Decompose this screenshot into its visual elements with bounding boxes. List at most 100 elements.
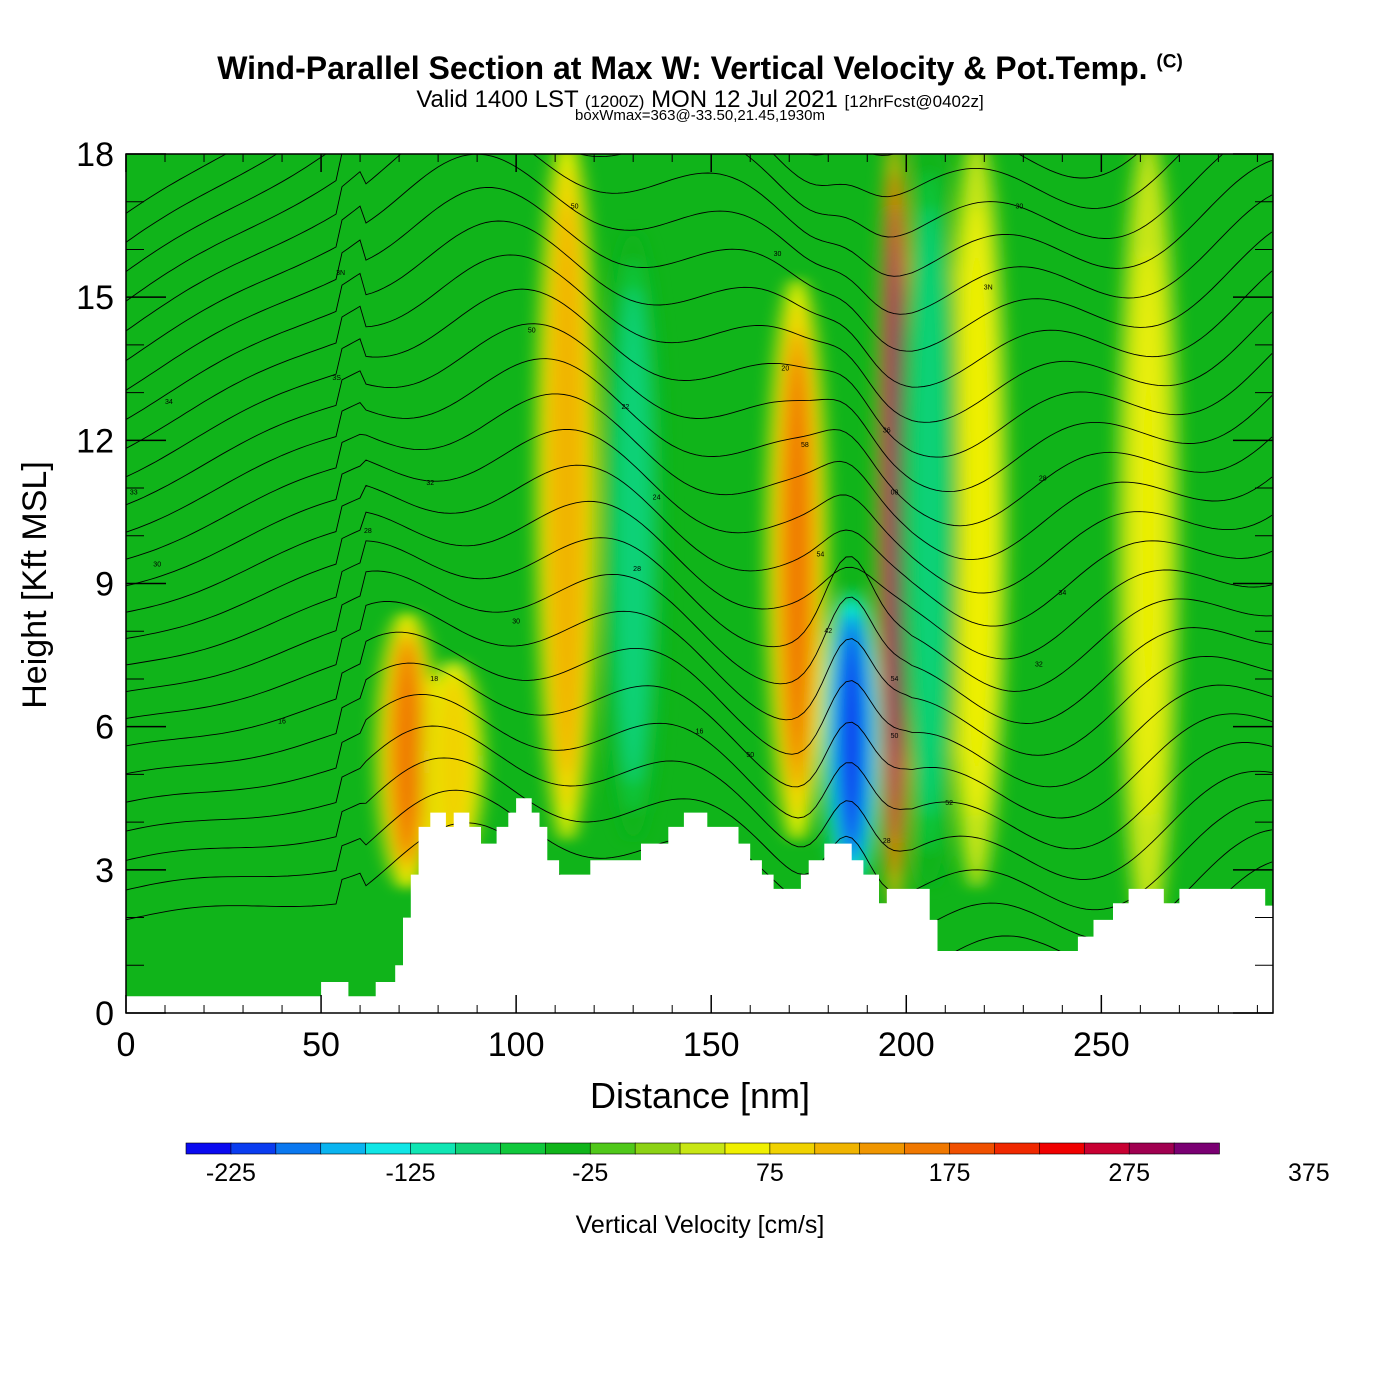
chart-title: Wind-Parallel Section at Max W: Vertical… xyxy=(0,50,1400,87)
downdraft-band xyxy=(917,241,942,783)
theta-contour-line xyxy=(126,154,1273,332)
valid-time-line: Valid 1400 LST (1200Z) MON 12 Jul 2021 [… xyxy=(0,86,1400,114)
colorbar-swatch xyxy=(455,1142,502,1155)
x-tick-label: 150 xyxy=(683,1026,740,1064)
contour-label: 36 xyxy=(883,428,891,435)
theta-contour-line xyxy=(126,220,1273,420)
contour-label: 32 xyxy=(426,480,434,487)
colorbar-tick-label: 275 xyxy=(1108,1159,1150,1187)
updraft-band xyxy=(441,683,466,841)
contour-label: 34 xyxy=(165,399,173,406)
theta-contour-line xyxy=(126,537,1273,692)
contour-label: 08 xyxy=(891,490,899,497)
contour-label: 50 xyxy=(746,752,754,759)
contour-label: 50 xyxy=(891,733,899,740)
box-wmax-line: boxWmax=363@-33.50,21.45,1930m xyxy=(575,107,825,124)
contour-label: 30 xyxy=(774,251,782,258)
theta-contour-line xyxy=(126,693,1273,850)
terrain-mask xyxy=(126,798,1273,1013)
colorbar-swatch xyxy=(814,1142,861,1155)
colorbar-swatch xyxy=(1083,1142,1130,1155)
contour-label: 20 xyxy=(781,366,789,373)
x-tick-label: 200 xyxy=(878,1026,935,1064)
colorbar-swatch xyxy=(589,1142,636,1155)
contour-label: 50 xyxy=(528,327,536,334)
y-tick-label: 15 xyxy=(76,279,114,317)
colorbar-tick-label: 375 xyxy=(1288,1159,1330,1187)
colorbar-tick-label: 75 xyxy=(756,1159,784,1187)
colorbar-swatch xyxy=(949,1142,996,1155)
contour-label: 33 xyxy=(130,490,138,497)
terrain-fill xyxy=(126,798,1273,1013)
theta-contour-line xyxy=(126,631,1273,788)
colorbar-swatch xyxy=(904,1142,951,1155)
colorbar-title: Vertical Velocity [cm/s] xyxy=(576,1211,825,1239)
colorbar-tick-label: -125 xyxy=(386,1159,436,1187)
x-tick-label: 50 xyxy=(302,1026,340,1064)
colorbar-swatch xyxy=(1039,1142,1086,1155)
theta-contour-line xyxy=(126,154,1273,361)
contour-label: 32 xyxy=(1035,661,1043,668)
x-tick-label: 250 xyxy=(1073,1026,1130,1064)
colorbar: -225 -125 -25 75 175 275 375 xyxy=(185,1142,1330,1187)
y-tick-label: 9 xyxy=(95,566,114,604)
colorbar-swatch xyxy=(230,1142,277,1155)
theta-contour-line xyxy=(126,154,1224,302)
valid-date: MON 12 Jul 2021 xyxy=(651,86,838,113)
theta-contour-line xyxy=(126,186,1273,391)
contour-label: 50 xyxy=(571,203,579,210)
chart-title-text: Wind-Parallel Section at Max W: Vertical… xyxy=(217,50,1148,86)
contour-label: 16 xyxy=(696,728,704,735)
colorbar-swatch xyxy=(500,1142,547,1155)
y-tick-label: 18 xyxy=(76,136,114,174)
colorbar-swatch xyxy=(994,1142,1041,1155)
downdraft-band xyxy=(621,315,646,757)
updraft-band xyxy=(887,244,902,803)
contour-label: 3N xyxy=(984,284,993,291)
theta-contour-line xyxy=(126,254,1273,449)
contour-label: 18 xyxy=(430,676,438,683)
colorbar-tick-label: 175 xyxy=(929,1159,971,1187)
contour-label: 42 xyxy=(824,628,832,635)
contour-label: 54 xyxy=(891,676,899,683)
x-axis-title: Distance [nm] xyxy=(590,1075,810,1116)
colorbar-swatch xyxy=(769,1142,816,1155)
updraft-band xyxy=(1136,248,1161,824)
updraft-band xyxy=(964,241,989,783)
colorbar-swatch xyxy=(1128,1142,1175,1155)
contour-label: 3N xyxy=(336,270,345,277)
theta-contour-line xyxy=(126,725,1273,880)
y-axis-title: Height [Kft MSL] xyxy=(16,461,54,709)
theta-contour-line xyxy=(126,154,1138,243)
forecast-info: [12hrFcst@0402z] xyxy=(844,92,984,111)
contour-label: 28 xyxy=(1039,475,1047,482)
colorbar-swatch xyxy=(545,1142,592,1155)
colorbar-swatch xyxy=(1173,1142,1220,1155)
theta-contour-line xyxy=(126,288,1273,478)
contour-label: 58 xyxy=(801,442,809,449)
downdraft-band xyxy=(839,626,864,851)
theta-contour-line xyxy=(126,154,1181,272)
theta-contour-line xyxy=(126,662,1273,819)
colorbar-swatch xyxy=(365,1142,412,1155)
contour-label: 30 xyxy=(1016,203,1024,210)
x-axis: 0 50 100 150 200 250 xyxy=(117,154,1258,1064)
theta-contour-line xyxy=(126,601,1273,756)
potential-temperature-contours xyxy=(126,154,1273,976)
theta-contour-line xyxy=(126,428,1273,594)
theta-contour-line xyxy=(126,358,1273,533)
y-tick-label: 3 xyxy=(95,852,114,890)
y-tick-label: 0 xyxy=(95,995,114,1033)
colorbar-swatch xyxy=(275,1142,322,1155)
contour-label: 30 xyxy=(512,619,520,626)
theta-contour-line xyxy=(126,757,1273,911)
y-tick-label: 12 xyxy=(76,422,114,460)
updraft-band xyxy=(554,234,579,742)
updraft-band xyxy=(394,647,419,855)
colorbar-swatch xyxy=(185,1142,232,1155)
contour-label: 28 xyxy=(364,528,372,535)
y-axis: 0 36 9 12 15 18 xyxy=(76,136,1273,1033)
x-tick-label: 100 xyxy=(488,1026,545,1064)
colorbar-swatch xyxy=(724,1142,771,1155)
